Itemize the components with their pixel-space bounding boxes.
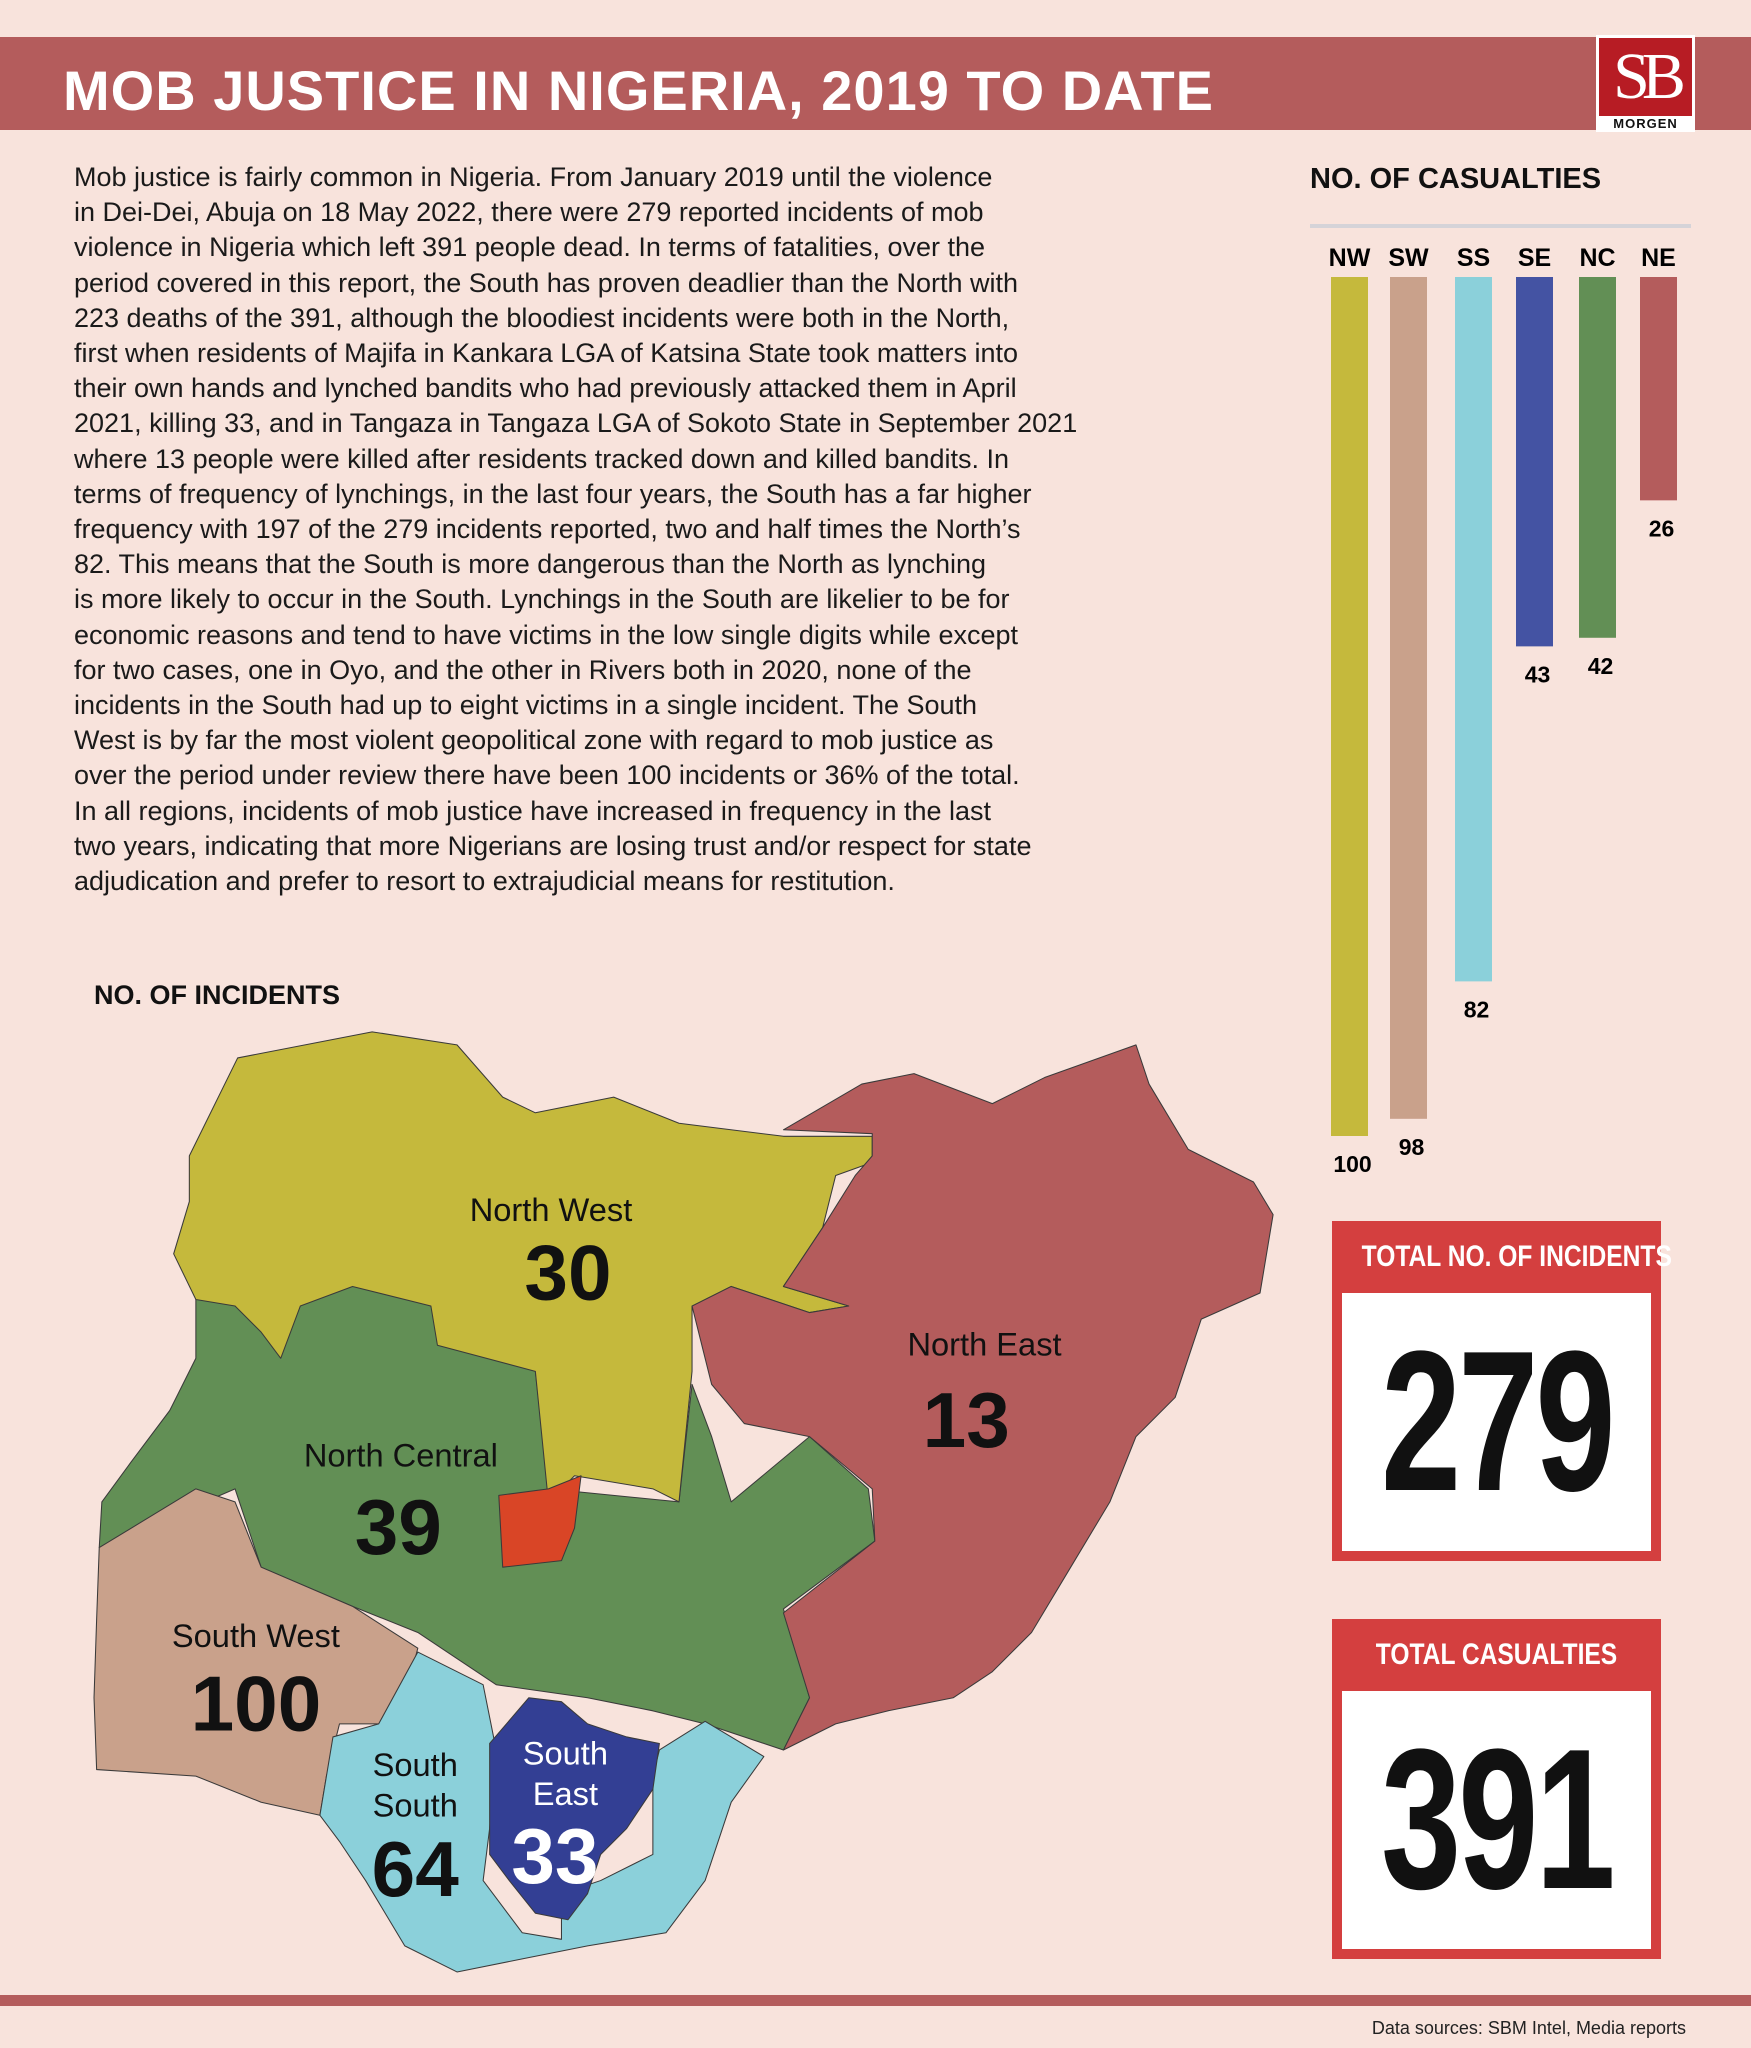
sb-morgen-logo: SB MORGEN [1596, 35, 1695, 132]
total-casualties-label: TOTAL CASUALTIES [1375, 1638, 1618, 1671]
region-south-west [93, 1488, 419, 1816]
label-south-east-1: South [523, 1734, 608, 1771]
body-line: Mob justice is fairly common in Nigeria.… [74, 162, 993, 192]
data-source: Data sources: SBM Intel, Media reports [1371, 2018, 1686, 2038]
body-line: 82. This means that the South is more da… [74, 549, 987, 580]
bar-category-label: NC [1579, 244, 1615, 272]
body-line: 2021, killing 33, and in Tangaza in Tang… [74, 408, 1078, 439]
bar-value-label: 98 [1399, 1134, 1425, 1160]
value-north-central: 39 [355, 1483, 442, 1571]
footer-rule [0, 1995, 1751, 2006]
body-line: West is by far the most violent geopolit… [74, 725, 994, 756]
region-south-east [489, 1697, 660, 1921]
body-paragraph: Mob justice is fairly common in Nigeria.… [74, 160, 1077, 899]
label-south-west: South West [172, 1617, 340, 1654]
total-casualties-card: TOTAL CASUALTIES 391 [1332, 1619, 1661, 1959]
body-line: In all regions, incidents of mob justice… [74, 795, 992, 826]
body-line: first when residents of Majifa in Kankar… [74, 338, 1018, 369]
value-north-west: 30 [524, 1229, 611, 1317]
body-line: adjudication and prefer to resort to ext… [74, 866, 895, 897]
label-south-south-2: South [373, 1787, 458, 1824]
region-fct [498, 1475, 582, 1568]
label-south-east-2: East [533, 1775, 598, 1812]
map-title: NO. OF INCIDENTS [94, 980, 341, 1010]
body-line: two years, indicating that more Nigerian… [74, 830, 1032, 861]
body-line: is more likely to occur in the South. Ly… [74, 584, 1010, 615]
value-south-west: 100 [191, 1659, 322, 1747]
bar-value-label: 26 [1649, 515, 1675, 541]
value-north-east: 13 [923, 1376, 1010, 1464]
label-north-west: North West [470, 1191, 633, 1228]
bar-ne [1640, 277, 1677, 501]
body-line: economic reasons and tend to have victim… [74, 619, 1018, 650]
bar-category-label: SE [1518, 244, 1551, 272]
logo-name: MORGEN [1613, 116, 1678, 131]
label-north-central: North Central [304, 1437, 498, 1474]
bar-sw [1390, 277, 1427, 1119]
label-north-east: North East [907, 1326, 1061, 1363]
body-line: period covered in this report, the South… [74, 267, 1019, 298]
bar-nc [1579, 277, 1616, 638]
bar-category-label: NE [1641, 244, 1676, 272]
total-casualties-value: 391 [1380, 1708, 1616, 1931]
page-title: MOB JUSTICE IN NIGERIA, 2019 TO DATE [63, 59, 1215, 122]
bar-category-label: NW [1329, 244, 1371, 272]
total-incidents-value: 279 [1380, 1310, 1616, 1533]
header-band [0, 37, 1751, 130]
region-south-south [319, 1651, 765, 1973]
bar-nw [1331, 277, 1368, 1136]
bar-ss [1455, 277, 1492, 982]
label-south-south-1: South [373, 1746, 458, 1783]
chart-title: NO. OF CASUALTIES [1310, 163, 1602, 195]
bar-se [1516, 277, 1553, 647]
value-south-south: 64 [372, 1825, 460, 1913]
chart-divider [1310, 224, 1691, 228]
body-line: for two cases, one in Oyo, and the other… [74, 654, 972, 685]
body-line: their own hands and lynched bandits who … [74, 373, 1017, 404]
body-line: in Dei-Dei, Abuja on 18 May 2022, there … [74, 197, 984, 228]
body-line: 223 deaths of the 391, although the bloo… [74, 302, 1010, 333]
value-south-east: 33 [511, 1812, 598, 1900]
body-line: incidents in the South had up to eight v… [74, 690, 978, 721]
bar-category-label: SS [1457, 244, 1490, 272]
body-line: over the period under review there have … [74, 760, 1020, 791]
logo-mark: SB [1599, 38, 1692, 116]
bar-value-label: 43 [1525, 661, 1551, 687]
body-line: where 13 people were killed after reside… [74, 443, 1010, 474]
body-line: violence in Nigeria which left 391 peopl… [74, 232, 986, 263]
bar-category-label: SW [1388, 244, 1429, 272]
bar-value-label: 100 [1333, 1151, 1371, 1177]
body-line: terms of frequency of lynchings, in the … [74, 478, 1032, 509]
bar-value-label: 42 [1588, 653, 1614, 679]
total-incidents-card: TOTAL NO. OF INCIDENTS 279 [1332, 1221, 1672, 1561]
casualties-bar-chart: NW 100 SW 98 SS 82 SE 43 NC 42 NE 26 [1329, 244, 1677, 1177]
region-north-east [691, 1044, 1274, 1751]
total-incidents-label: TOTAL NO. OF INCIDENTS [1361, 1240, 1672, 1273]
bar-value-label: 82 [1464, 996, 1490, 1022]
body-line: frequency with 197 of the 279 incidents … [74, 514, 1021, 545]
